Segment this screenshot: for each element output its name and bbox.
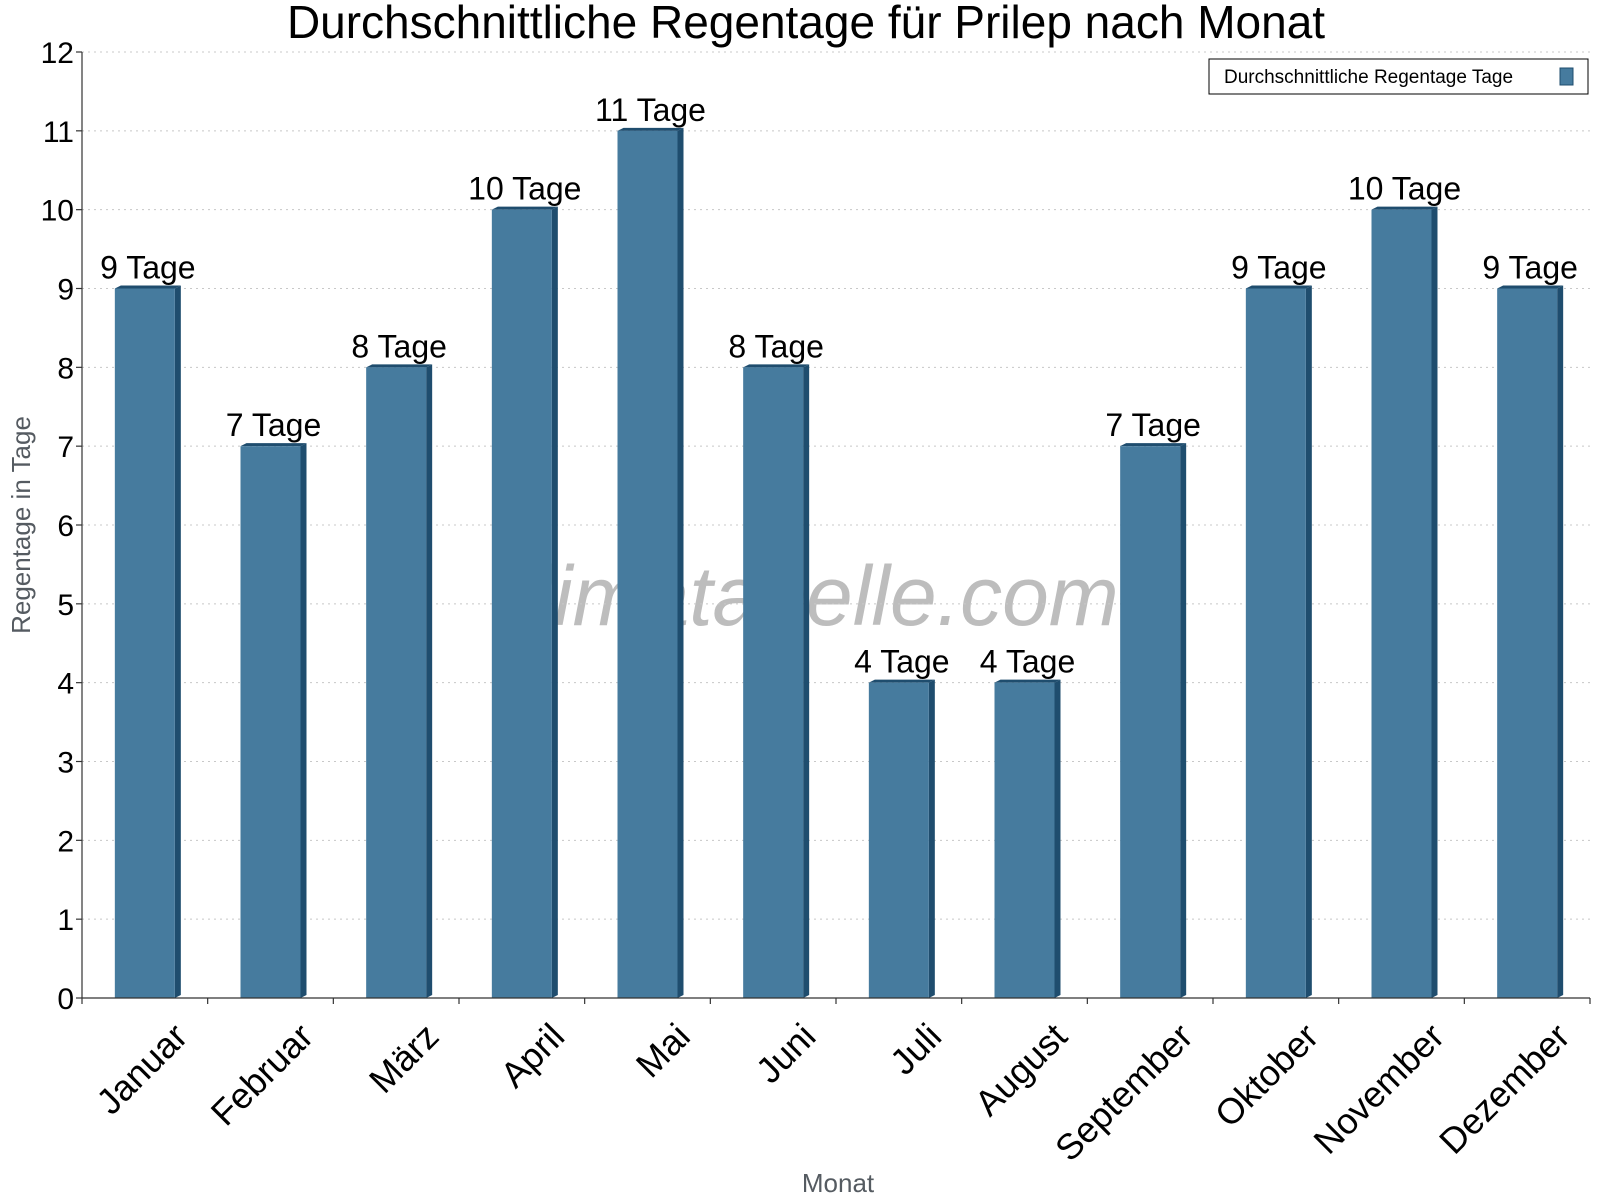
bar-top: [366, 364, 433, 368]
y-tick-label: 7: [57, 431, 74, 464]
y-tick-label: 10: [41, 195, 74, 228]
bar-top: [868, 679, 935, 683]
x-tick-label: April: [492, 1015, 572, 1095]
data-label: 9 Tage: [1482, 250, 1578, 286]
data-label: 9 Tage: [1231, 250, 1327, 286]
x-tick-label: März: [361, 1015, 447, 1101]
legend-swatch: [1559, 67, 1574, 86]
y-tick-label: 1: [57, 904, 74, 937]
y-tick-label: 3: [57, 747, 74, 780]
data-label: 10 Tage: [1348, 171, 1461, 207]
bar-side: [803, 364, 810, 998]
data-label: 8 Tage: [351, 328, 447, 364]
y-tick-label: 5: [57, 589, 74, 622]
bar: [743, 367, 804, 998]
chart-title: Durchschnittliche Regentage für Prilep n…: [287, 0, 1325, 48]
x-tick-label: August: [967, 1015, 1075, 1123]
bar: [366, 367, 427, 998]
bar-side: [1054, 679, 1061, 998]
data-label: 8 Tage: [728, 328, 824, 364]
data-label: 4 Tage: [854, 644, 950, 680]
bar-side: [426, 364, 433, 998]
data-label: 7 Tage: [1105, 407, 1201, 443]
x-tick-label: Juni: [748, 1015, 824, 1091]
bar: [994, 682, 1055, 998]
bar: [1120, 446, 1181, 999]
bar-side: [300, 443, 307, 999]
x-tick-label: Dezember: [1431, 1015, 1577, 1161]
bar: [114, 288, 175, 998]
data-label: 11 Tage: [595, 92, 706, 128]
bar: [491, 209, 552, 998]
x-tick-label: Januar: [88, 1015, 195, 1122]
bar-top: [491, 206, 558, 210]
y-tick-label: 8: [57, 352, 74, 385]
x-tick-label: Oktober: [1207, 1015, 1327, 1135]
x-tick-label: November: [1305, 1015, 1451, 1161]
y-tick-label: 4: [57, 668, 74, 701]
y-tick-label: 12: [41, 37, 74, 70]
x-tick-label: Juli: [882, 1015, 949, 1082]
bar-top: [1497, 285, 1564, 289]
bar-side: [1557, 285, 1564, 998]
x-tick-label: September: [1047, 1015, 1201, 1169]
bar-side: [928, 679, 935, 998]
data-label: 7 Tage: [226, 407, 322, 443]
y-tick-label: 9: [57, 274, 74, 307]
legend-entry-label: Durchschnittliche Regentage Tage: [1224, 67, 1513, 88]
x-tick-label: Februar: [203, 1015, 321, 1133]
bar-top: [1245, 285, 1312, 289]
data-label: 10 Tage: [468, 171, 581, 207]
bar-side: [551, 206, 558, 998]
bar: [1371, 209, 1432, 998]
bar: [240, 446, 301, 999]
data-label: 4 Tage: [980, 644, 1076, 680]
bar: [617, 130, 678, 999]
data-labels: 9 Tage 7 Tage 8 Tage 10 Tage 11 Tage 8 Tage 4 …: [100, 92, 1578, 680]
x-axis-label: Monat: [802, 1168, 875, 1198]
legend-box: [1208, 58, 1589, 95]
legend: Durchschnittliche Regentage Tage: [1208, 58, 1589, 95]
bar-side: [174, 285, 181, 998]
bar-top: [1371, 206, 1438, 210]
y-axis-label: Regentage in Tage: [6, 416, 36, 634]
bar: [1497, 288, 1558, 998]
y-tick-label: 0: [57, 983, 74, 1016]
bar-top: [1120, 443, 1187, 447]
y-tick-label: 6: [57, 510, 74, 543]
bar-top: [114, 285, 181, 289]
axes: [76, 51, 1591, 1004]
y-tick-label: 11: [43, 116, 74, 149]
x-tick-label: Mai: [628, 1015, 698, 1085]
bar: [868, 682, 929, 998]
bar-top: [743, 364, 810, 368]
bars: [114, 127, 1564, 999]
bar-side: [1180, 443, 1187, 999]
bar-top: [240, 443, 307, 447]
y-tick-label: 2: [57, 825, 74, 858]
bar-side: [1431, 206, 1438, 998]
bar: [1245, 288, 1306, 998]
bar-side: [677, 127, 684, 999]
bar-side: [1305, 285, 1312, 998]
bar-top: [994, 679, 1061, 683]
data-label: 9 Tage: [100, 250, 196, 286]
bar-top: [617, 127, 684, 131]
